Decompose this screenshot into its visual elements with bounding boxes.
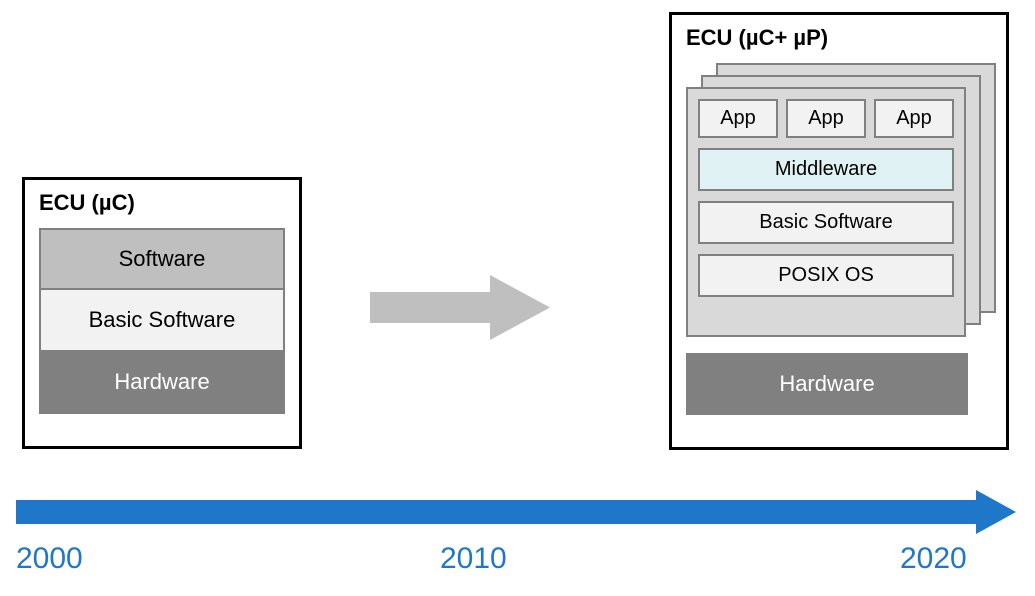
app-box-0: App: [698, 99, 778, 138]
arrow-icon: [370, 275, 550, 340]
ecu-left-layers: SoftwareBasic SoftwareHardware: [39, 228, 285, 414]
middleware-layer: Middleware: [698, 148, 954, 191]
software-stack: AppAppApp Middleware Basic Software POSI…: [686, 63, 992, 335]
basic-software-layer: Basic Software: [698, 201, 954, 244]
timeline-arrow-icon: [16, 490, 1016, 534]
transition-arrow: [370, 275, 550, 340]
ecu-right-panel: ECU (µC+ µP) AppAppApp Middleware Basic …: [669, 12, 1009, 450]
app-box-2: App: [874, 99, 954, 138]
app-box-1: App: [786, 99, 866, 138]
ecu-left-title: ECU (µC): [39, 190, 285, 216]
ecu-left-layer-1: Basic Software: [39, 290, 285, 352]
ecu-left-layer-0: Software: [39, 228, 285, 290]
stack-card-front: AppAppApp Middleware Basic Software POSI…: [686, 87, 966, 337]
hardware-layer-right: Hardware: [686, 353, 968, 415]
timeline-label-2020: 2020: [900, 542, 967, 576]
ecu-left-layer-2: Hardware: [39, 352, 285, 414]
posix-os-layer: POSIX OS: [698, 254, 954, 297]
ecu-left-panel: ECU (µC) SoftwareBasic SoftwareHardware: [22, 177, 302, 449]
timeline-label-2010: 2010: [440, 542, 507, 576]
app-row: AppAppApp: [698, 99, 954, 138]
timeline-label-2000: 2000: [16, 542, 83, 576]
diagram-area: ECU (µC) SoftwareBasic SoftwareHardware …: [0, 0, 1035, 490]
timeline: 2000 2010 2020: [0, 490, 1035, 596]
ecu-right-title: ECU (µC+ µP): [686, 25, 992, 51]
